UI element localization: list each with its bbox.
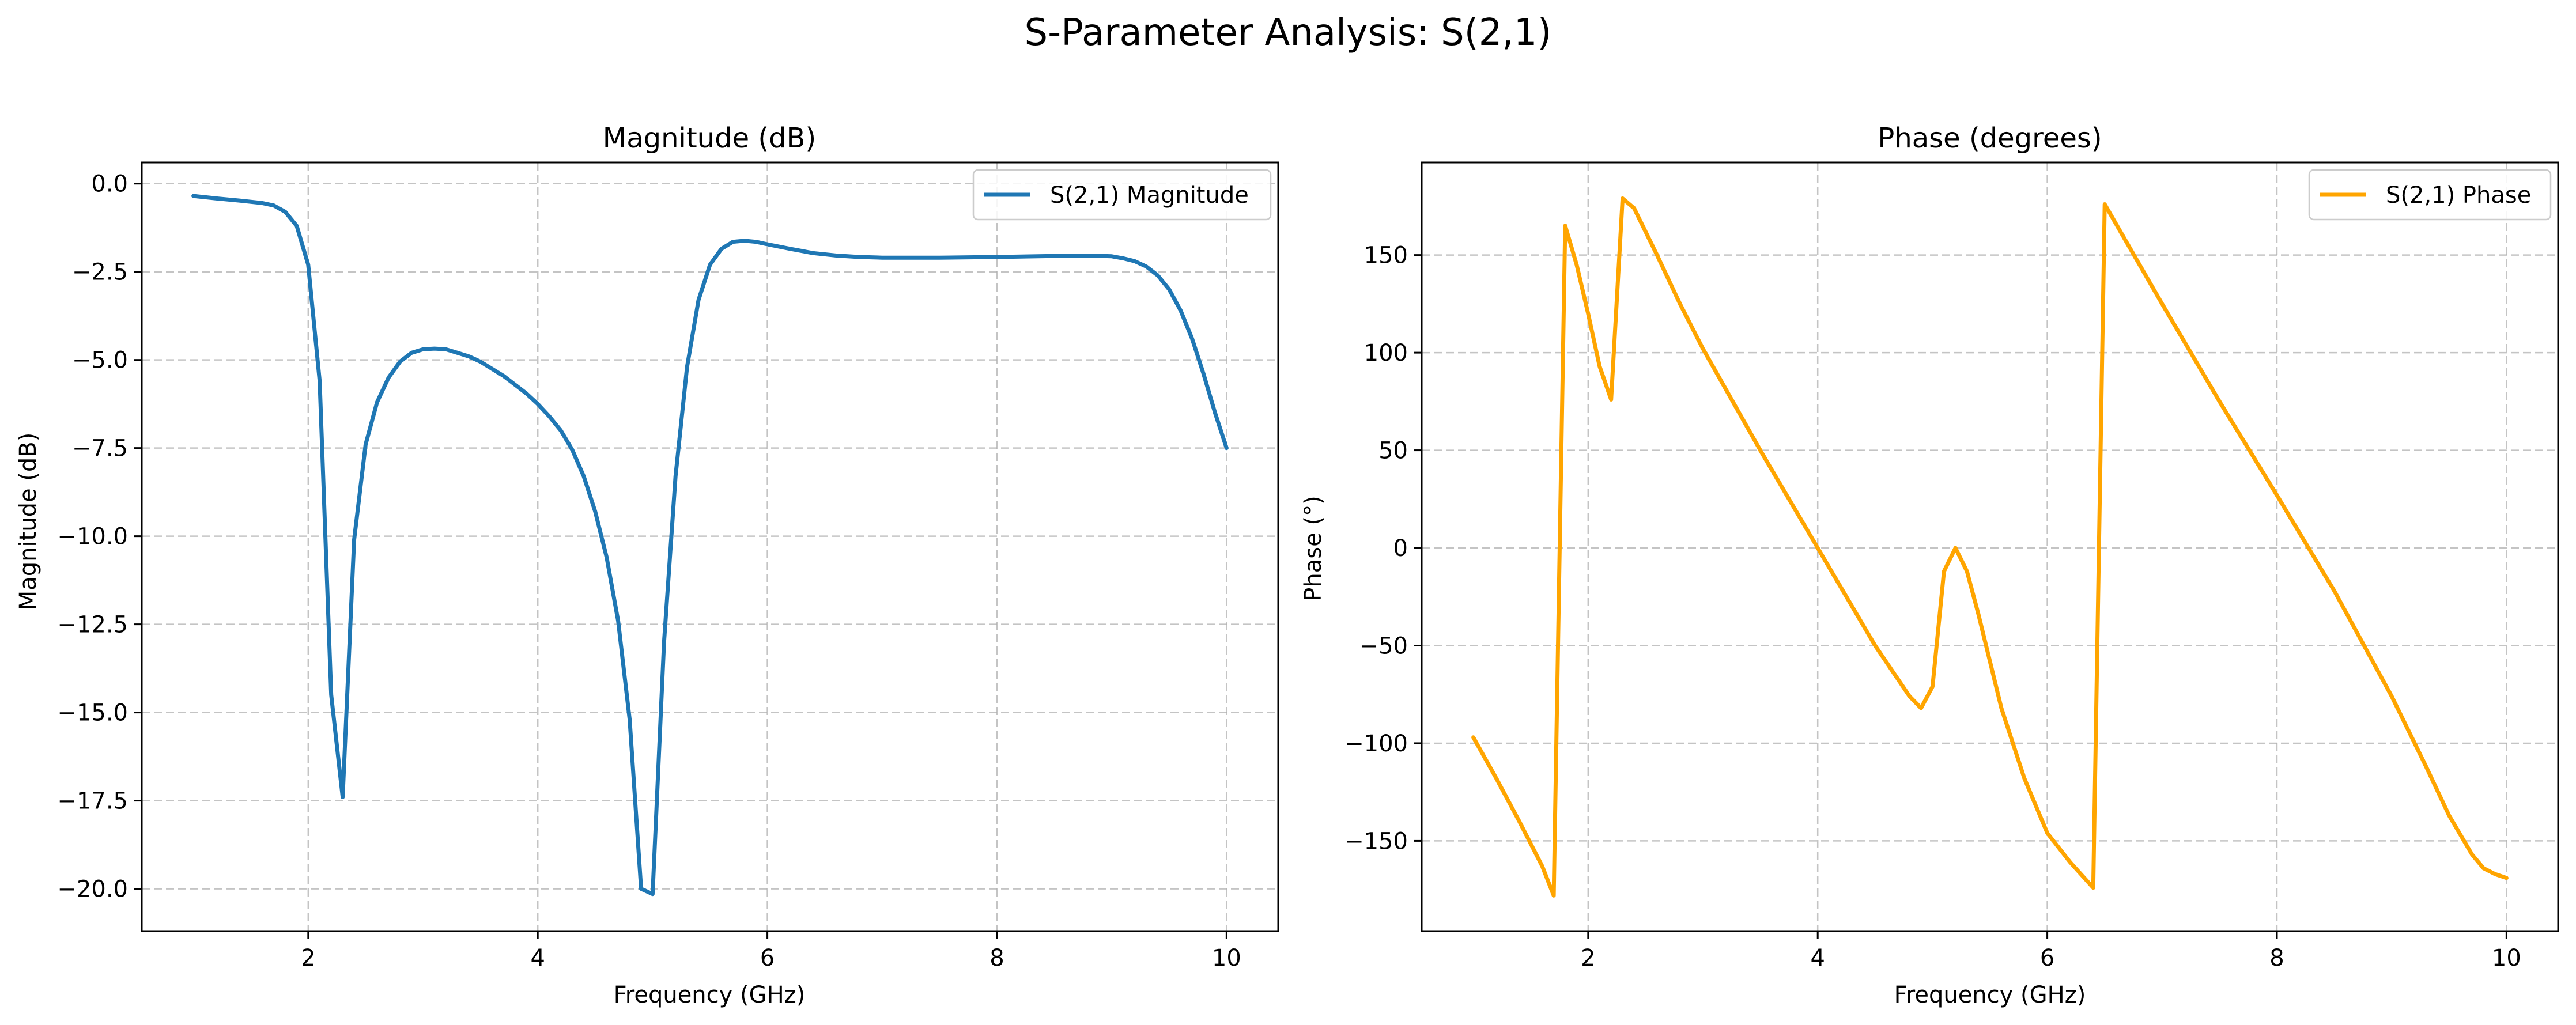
- magnitude-ytick-label: −10.0: [57, 524, 128, 550]
- phase-legend-label: S(2,1) Phase: [2386, 182, 2531, 209]
- magnitude-legend-label: S(2,1) Magnitude: [1050, 182, 1249, 209]
- phase-chart: Phase (degrees) Frequency (GHz) Phase (°…: [1300, 122, 2559, 1008]
- magnitude-ytick-label: −20.0: [57, 876, 128, 903]
- phase-ytick-label: 100: [1364, 340, 1408, 366]
- magnitude-ytick-label: −12.5: [57, 612, 128, 638]
- magnitude-ytick-label: −15.0: [57, 700, 128, 727]
- magnitude-ylabel: Magnitude (dB): [15, 433, 41, 611]
- magnitude-legend: S(2,1) Magnitude: [972, 169, 1272, 221]
- phase-xtick-label: 8: [2269, 945, 2284, 971]
- phase-xtick-label: 6: [2040, 945, 2054, 971]
- phase-ytick-label: 0: [1393, 535, 1408, 562]
- magnitude-ytick-label: −17.5: [57, 788, 128, 815]
- phase-ytick-label: 50: [1378, 438, 1408, 464]
- magnitude-xtick-label: 6: [760, 945, 775, 971]
- phase-xlabel: Frequency (GHz): [1894, 982, 2086, 1008]
- magnitude-chart-title: Magnitude (dB): [603, 122, 816, 154]
- phase-xtick-label: 4: [1810, 945, 1825, 971]
- magnitude-series-line: [191, 194, 1229, 897]
- magnitude-xtick-label: 4: [530, 945, 545, 971]
- figure-title: S-Parameter Analysis: S(2,1): [1025, 12, 1552, 54]
- phase-legend: S(2,1) Phase: [2308, 169, 2552, 221]
- phase-xtick-label: 2: [1581, 945, 1595, 971]
- magnitude-ytick-label: −7.5: [72, 436, 128, 462]
- phase-ylabel: Phase (°): [1300, 496, 1327, 601]
- phase-series-line: [1471, 196, 2509, 898]
- magnitude-ytick-label: −5.0: [72, 347, 128, 374]
- magnitude-ytick-label: −2.5: [72, 259, 128, 286]
- magnitude-xlabel: Frequency (GHz): [614, 982, 806, 1008]
- phase-ytick-label: −100: [1344, 731, 1408, 757]
- magnitude-plot-frame: [141, 161, 1279, 932]
- phase-ytick-label: −50: [1359, 633, 1408, 659]
- magnitude-xtick-label: 10: [1212, 945, 1241, 971]
- phase-xtick-label: 10: [2492, 945, 2521, 971]
- phase-chart-title: Phase (degrees): [1878, 122, 2102, 154]
- magnitude-xtick-label: 2: [301, 945, 315, 971]
- phase-plot-frame: [1421, 161, 2559, 932]
- magnitude-chart: Magnitude (dB) Frequency (GHz) Magnitude…: [15, 122, 1279, 1008]
- phase-ytick-label: −150: [1344, 828, 1408, 854]
- magnitude-xtick-label: 8: [989, 945, 1004, 971]
- phase-ytick-label: 150: [1364, 243, 1408, 269]
- magnitude-ytick-label: 0.0: [91, 171, 128, 198]
